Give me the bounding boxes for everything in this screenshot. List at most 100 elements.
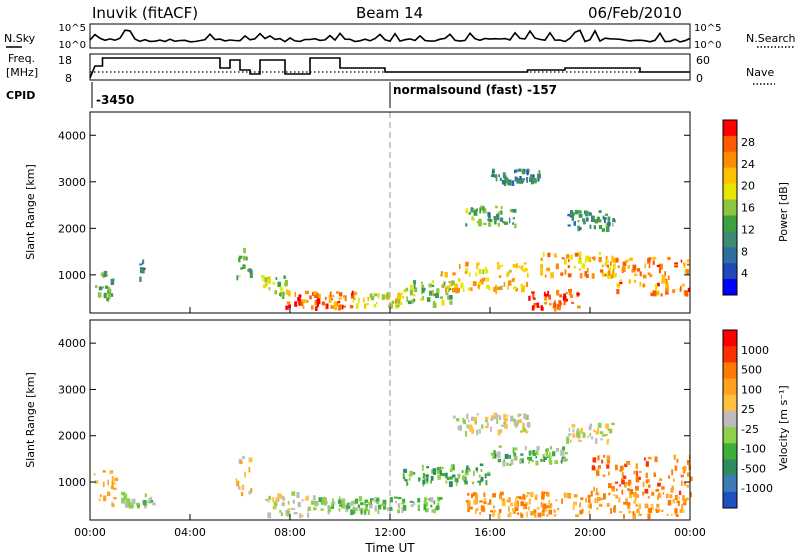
- power-cell: [514, 176, 518, 182]
- power-cell: [390, 304, 393, 309]
- power-cell: [508, 181, 512, 186]
- velocity-cell: [373, 499, 376, 503]
- velocity-cell: [281, 496, 286, 499]
- velocity-cell: [350, 509, 354, 516]
- power-cell: [606, 264, 609, 268]
- velocity-cell: [545, 448, 547, 454]
- power-cell: [497, 222, 500, 227]
- power-cell: [537, 173, 541, 179]
- velocity-cell: [337, 499, 342, 504]
- power-cell: [95, 285, 98, 289]
- power-cell: [523, 285, 525, 290]
- velocity-cell: [527, 456, 530, 460]
- velocity-cell: [572, 504, 575, 511]
- velocity-cell: [537, 512, 542, 518]
- velocity-cell: [490, 510, 494, 513]
- xtick-label: 20:00: [574, 526, 606, 539]
- power-cell: [401, 296, 405, 299]
- colorbar-tick-label: 20: [741, 180, 755, 193]
- velocity-cell: [661, 509, 664, 512]
- power-cell: [632, 264, 637, 270]
- power-cell: [298, 294, 302, 298]
- power-cell: [601, 228, 605, 232]
- power-cell: [506, 275, 509, 278]
- velocity-cell: [492, 511, 495, 517]
- velocity-cell: [648, 508, 653, 514]
- power-cell: [503, 282, 506, 287]
- velocity-cell: [560, 459, 563, 464]
- power-cell: [494, 218, 497, 225]
- velocity-cell: [563, 494, 566, 498]
- power-cell: [579, 273, 583, 279]
- velocity-cell: [548, 500, 551, 505]
- power-cell: [447, 295, 450, 300]
- nsearch-tick-low: 10^0: [694, 40, 721, 51]
- velocity-cell: [467, 469, 471, 472]
- power-cell: [413, 287, 418, 293]
- power-cell: [484, 267, 487, 270]
- colorbar-swatch: [723, 362, 737, 380]
- power-cell: [384, 295, 387, 299]
- power-cell: [435, 293, 439, 299]
- velocity-cell: [542, 506, 545, 512]
- velocity-cell: [597, 455, 600, 461]
- power-cell: [342, 305, 346, 308]
- ytick-label: 1000: [58, 476, 86, 489]
- power-cell: [519, 178, 524, 184]
- velocity-cell: [461, 475, 466, 481]
- power-cell: [498, 174, 500, 177]
- colorbar-swatch: [723, 346, 737, 363]
- velocity-cell: [126, 498, 131, 502]
- power-cell: [554, 300, 556, 303]
- velocity-cell: [397, 497, 402, 500]
- velocity-cell: [485, 480, 488, 486]
- power-panel: 1000 2000 3000 4000 Slant Range [km]: [24, 111, 691, 314]
- velocity-cell: [465, 431, 467, 437]
- velocity-cell: [611, 422, 615, 425]
- power-cell: [659, 263, 663, 270]
- power-cell: [338, 297, 342, 300]
- power-cell: [601, 270, 604, 276]
- power-cell: [644, 263, 647, 269]
- velocity-cell: [502, 498, 505, 505]
- velocity-cell: [623, 501, 627, 505]
- power-cell: [656, 264, 661, 267]
- power-cell: [501, 179, 506, 185]
- velocity-cell: [240, 460, 243, 465]
- power-cell: [107, 293, 111, 299]
- power-cell: [373, 293, 378, 297]
- power-cell: [369, 293, 373, 299]
- power-cell: [473, 210, 478, 216]
- velocity-cell: [540, 501, 543, 508]
- velocity-cell: [642, 481, 645, 488]
- power-cell: [441, 299, 445, 306]
- velocity-cell: [449, 468, 453, 472]
- velocity-cell: [479, 463, 484, 467]
- velocity-cell: [478, 474, 481, 478]
- power-cell: [652, 256, 657, 260]
- velocity-cell: [299, 513, 302, 519]
- velocity-cell: [497, 512, 501, 519]
- velocity-cell: [129, 504, 134, 509]
- velocity-cell: [645, 472, 648, 479]
- time-xlabel: Time UT: [364, 541, 415, 554]
- power-cell: [386, 292, 389, 299]
- colorbar-swatch: [723, 183, 737, 200]
- velocity-cell: [291, 491, 296, 496]
- nsky-label: N.Sky: [4, 32, 36, 45]
- velocity-cell: [369, 503, 373, 509]
- velocity-cell: [593, 486, 595, 492]
- power-cell: [432, 302, 437, 308]
- power-cell: [491, 169, 495, 174]
- power-cell: [238, 257, 241, 263]
- colorbar-tick-label: 24: [741, 158, 755, 171]
- velocity-panel: 1000 2000 3000 4000 Slant Range [km]: [24, 319, 693, 521]
- velocity-cell: [566, 438, 570, 444]
- power-cell: [264, 282, 268, 287]
- power-cell: [286, 301, 291, 305]
- velocity-cell: [472, 492, 477, 497]
- velocity-cell: [588, 498, 591, 504]
- power-cell: [519, 176, 522, 180]
- velocity-cell: [497, 429, 501, 436]
- power-cell: [511, 278, 514, 282]
